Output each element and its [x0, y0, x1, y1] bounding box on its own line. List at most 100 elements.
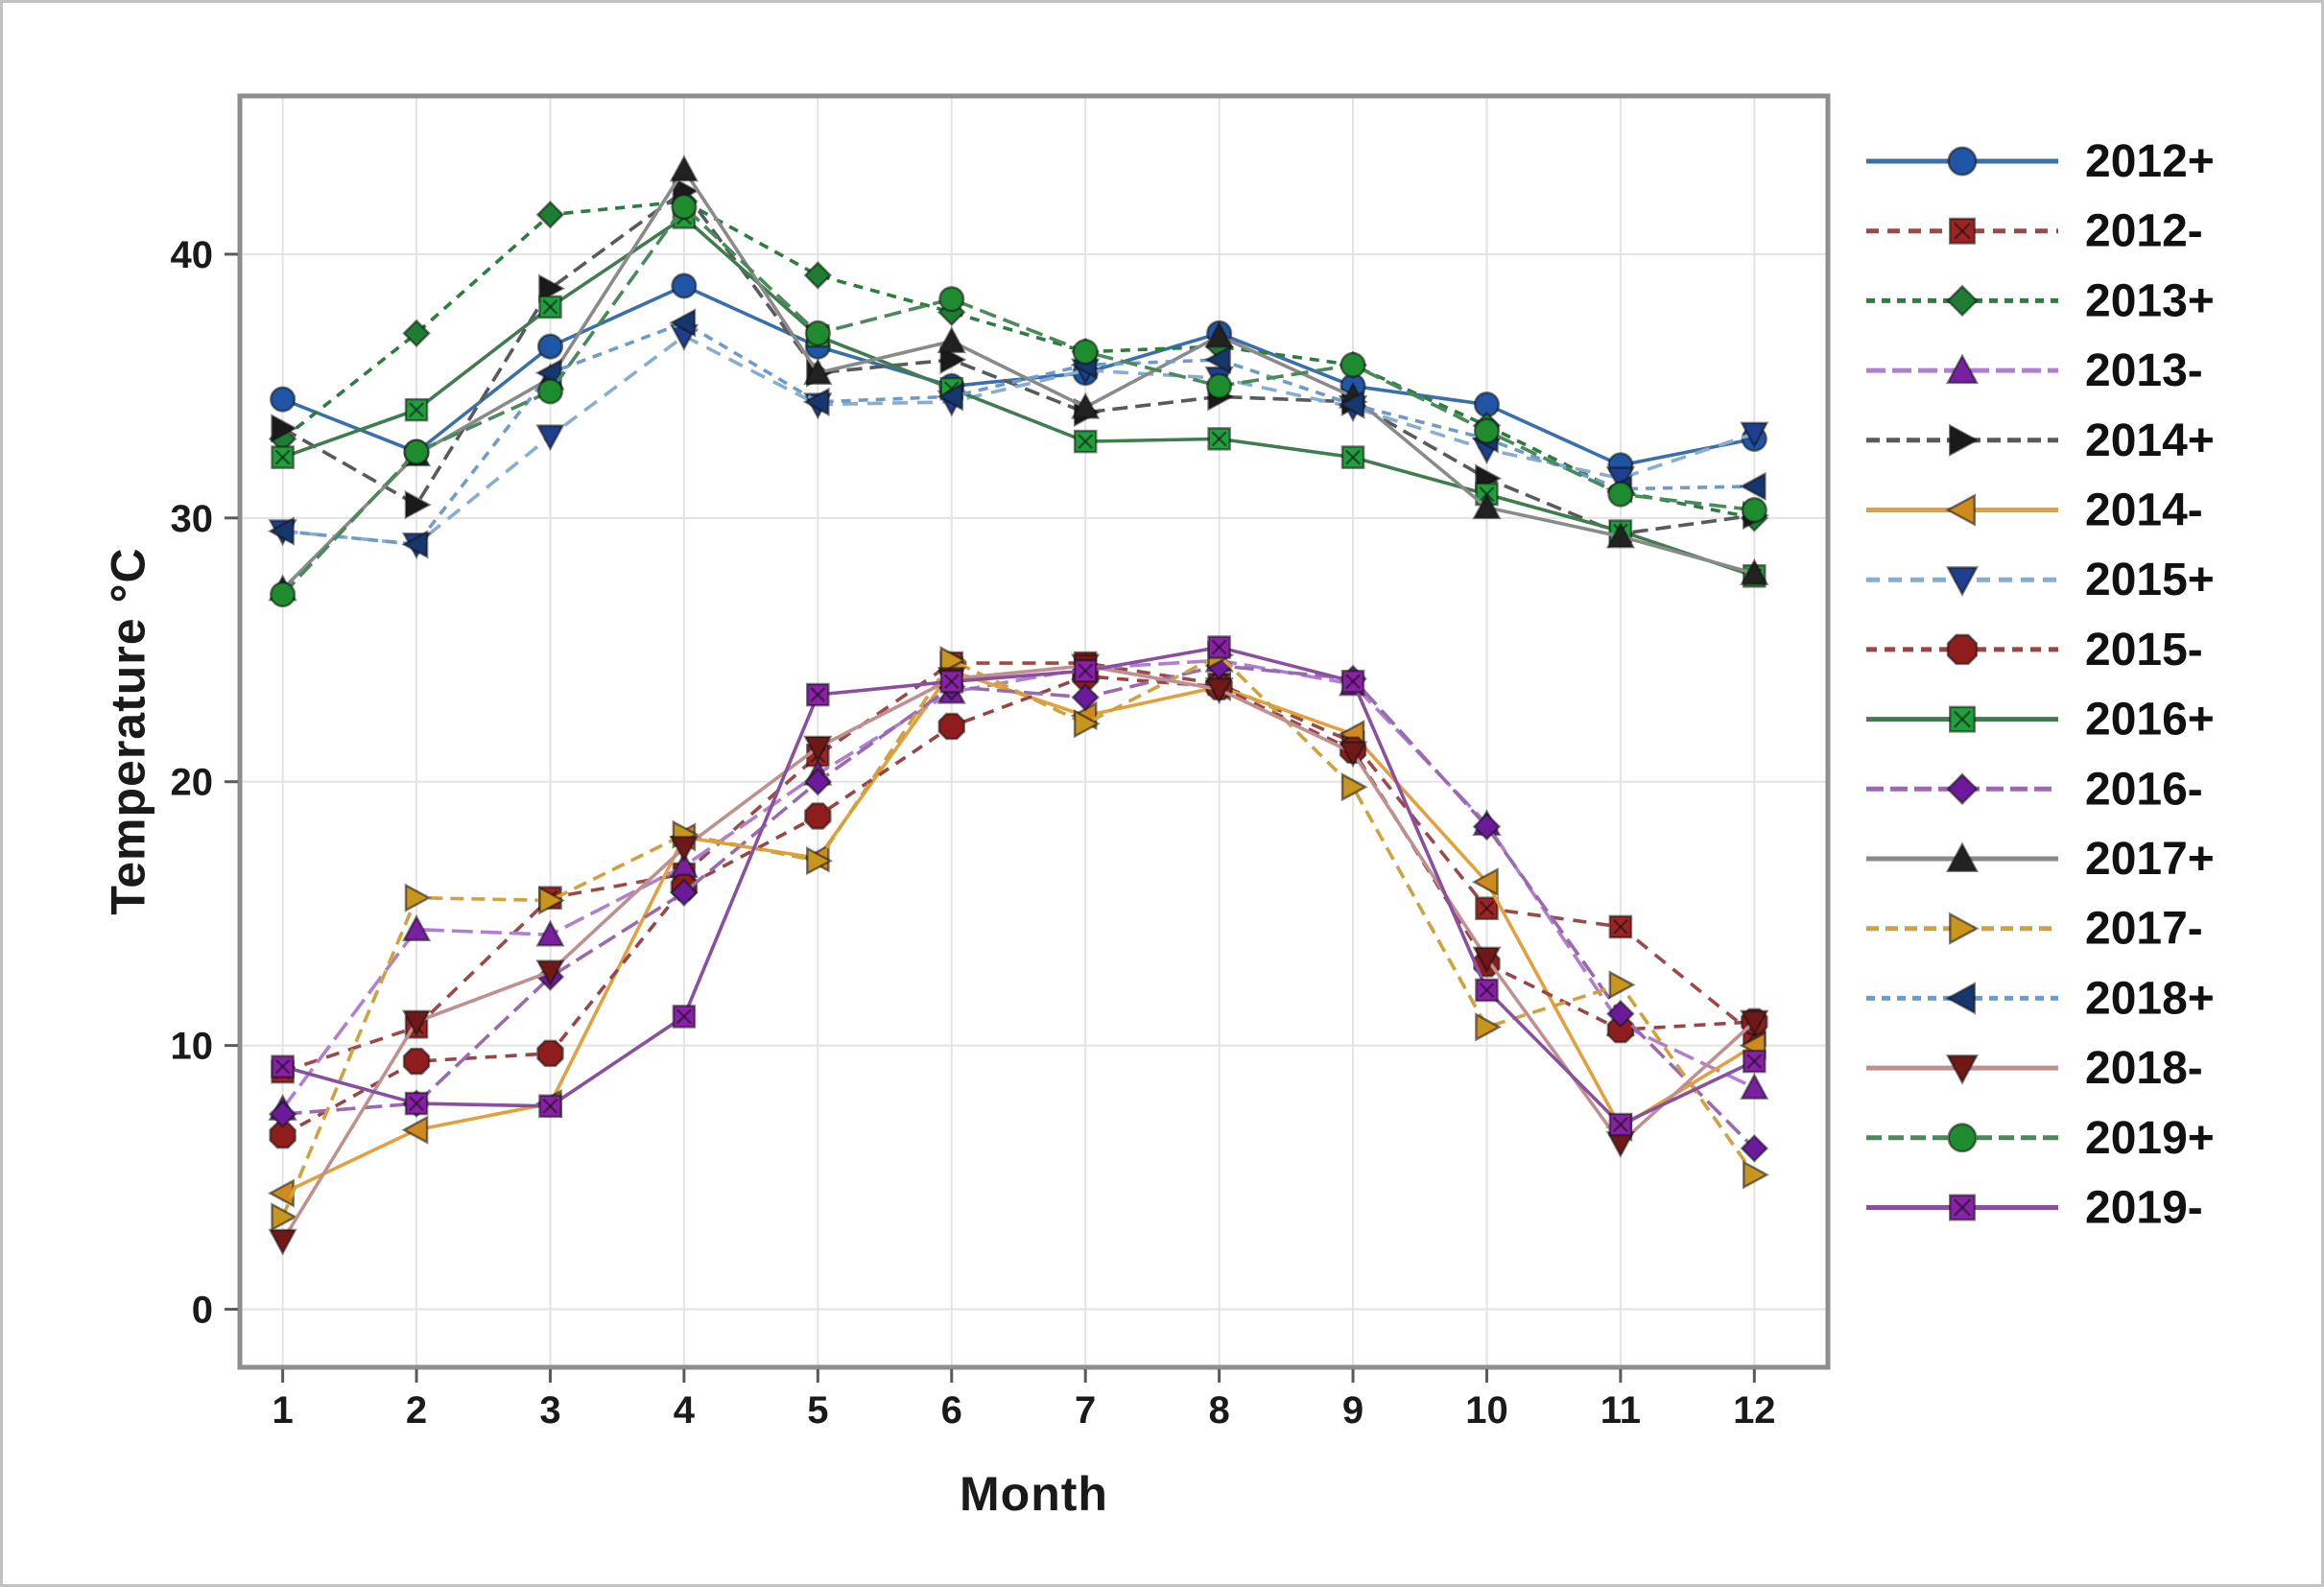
data-point-marker — [1740, 1072, 1769, 1100]
data-point-marker — [1204, 677, 1234, 705]
plot-frame — [237, 93, 1831, 1370]
legend-entry: 2014+ — [1866, 415, 2215, 466]
marker-cross — [1953, 1198, 1972, 1217]
data-point-marker — [670, 878, 699, 907]
series-2018- — [268, 653, 1769, 1256]
data-point-marker — [669, 308, 697, 338]
data-point-marker — [1739, 471, 1767, 501]
marker-cross — [1078, 663, 1094, 679]
marker-cross — [409, 402, 425, 418]
data-point-marker — [538, 273, 566, 303]
legend-label: 2018- — [2085, 1043, 2203, 1094]
x-tick-label: 3 — [539, 1389, 560, 1432]
data-point-marker — [804, 320, 831, 347]
legend-entry: 2016+ — [1866, 695, 2215, 746]
data-point-marker — [267, 516, 295, 546]
series-line — [281, 674, 1755, 1137]
data-point-marker — [1340, 772, 1368, 802]
data-point-marker — [1945, 982, 1976, 1015]
data-point-marker — [1945, 566, 1980, 597]
marker-cross — [1344, 674, 1362, 690]
data-point-marker — [1472, 946, 1502, 974]
data-point-marker — [806, 846, 833, 876]
x-tick-label: 11 — [1601, 1389, 1641, 1432]
series-2012- — [271, 651, 1767, 1084]
data-point-marker — [1605, 521, 1635, 549]
data-point-marker — [1743, 1160, 1769, 1190]
series-line — [282, 320, 1755, 547]
data-point-marker — [1945, 493, 1976, 527]
legend-label: 2019+ — [2085, 1113, 2215, 1164]
data-point-marker — [1338, 390, 1365, 419]
series-2016- — [268, 651, 1769, 1163]
marker-cross — [1211, 639, 1227, 655]
legend-entry: 2012- — [1866, 206, 2203, 257]
x-tick-label: 1 — [272, 1389, 293, 1432]
data-point-marker — [1338, 741, 1368, 769]
legend-label: 2013- — [2085, 345, 2203, 396]
marker-cross — [1479, 982, 1495, 998]
data-point-marker — [1949, 912, 1980, 945]
data-point-marker — [1203, 344, 1231, 374]
series-line — [281, 669, 1756, 1196]
legend-label: 2017- — [2085, 904, 2203, 955]
marker-cross — [1612, 1117, 1628, 1133]
data-point-marker — [535, 919, 565, 947]
data-point-marker — [1946, 772, 1979, 806]
marker-cross — [1211, 431, 1227, 447]
data-point-marker — [1071, 682, 1100, 712]
data-point-marker — [404, 883, 432, 912]
series-2019+ — [270, 193, 1767, 608]
marker-cross — [1746, 1054, 1763, 1070]
data-point-marker — [1945, 841, 1980, 872]
data-point-marker — [536, 1039, 564, 1068]
legend-label: 2017+ — [2085, 834, 2215, 885]
x-tick-label: 10 — [1465, 1389, 1508, 1432]
data-point-marker — [1071, 391, 1101, 419]
marker-cross — [676, 1008, 692, 1025]
data-point-marker — [804, 802, 832, 830]
x-tick-label: 7 — [1075, 1389, 1096, 1432]
data-point-marker — [401, 914, 432, 941]
data-point-marker — [269, 1121, 296, 1149]
data-point-marker — [1473, 417, 1501, 444]
series-line — [282, 215, 1755, 579]
legend-entry: 2015+ — [1866, 555, 2215, 605]
series-line — [281, 166, 1755, 591]
series-line — [281, 188, 1755, 536]
marker-cross — [943, 674, 960, 690]
data-point-marker — [1472, 812, 1502, 841]
data-point-marker — [536, 333, 564, 360]
data-point-marker — [1946, 284, 1979, 318]
marker-cross — [1479, 900, 1495, 916]
series-line — [281, 203, 1755, 596]
series-line — [282, 334, 1755, 547]
legend-entry: 2012+ — [1866, 136, 2215, 187]
marker-cross — [810, 686, 826, 703]
series-line — [282, 645, 1756, 1127]
marker-cross — [1344, 449, 1362, 465]
data-point-marker — [937, 326, 966, 353]
legend-entry: 2015- — [1866, 625, 2203, 675]
marker-cross — [274, 449, 291, 465]
x-tick-label: 4 — [674, 1389, 696, 1432]
data-point-marker — [803, 767, 833, 796]
marker-cross — [1953, 710, 1972, 728]
data-point-marker — [404, 489, 432, 520]
data-point-marker — [401, 1115, 429, 1145]
series-line — [281, 200, 1755, 520]
data-point-marker — [270, 386, 296, 413]
data-point-marker — [1741, 496, 1767, 524]
data-point-marker — [671, 193, 698, 221]
marker-cross — [542, 298, 558, 315]
data-point-marker — [271, 1202, 298, 1232]
data-point-marker — [938, 286, 965, 313]
data-point-marker — [1206, 372, 1233, 399]
x-tick-label: 12 — [1733, 1389, 1776, 1432]
legend-entry: 2018+ — [1866, 973, 2215, 1024]
marker-cross — [409, 1096, 425, 1112]
legend-entry: 2019- — [1866, 1183, 2203, 1234]
legend-label: 2016+ — [2085, 695, 2215, 746]
legend-label: 2016- — [2085, 764, 2203, 815]
